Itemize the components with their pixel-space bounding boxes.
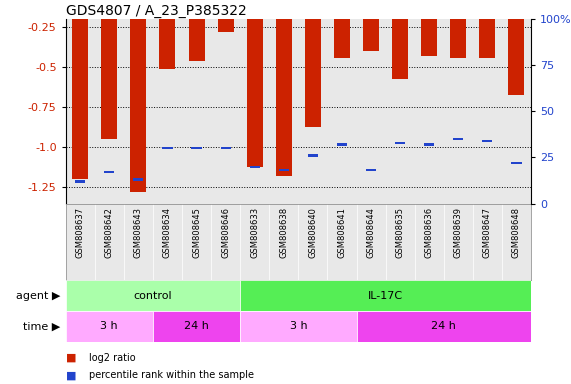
Text: agent ▶: agent ▶: [15, 291, 60, 301]
Bar: [250, 166, 260, 168]
Bar: [305, 0, 321, 127]
Text: GSM808647: GSM808647: [483, 207, 492, 258]
Bar: [421, 0, 437, 56]
Bar: [66, 311, 153, 342]
Bar: [188, 0, 204, 61]
Text: GSM808634: GSM808634: [163, 207, 172, 258]
Text: IL-17C: IL-17C: [368, 291, 403, 301]
Bar: [392, 0, 408, 78]
Bar: [247, 0, 263, 167]
Bar: [334, 0, 350, 58]
Bar: [395, 142, 405, 144]
Bar: [101, 0, 117, 139]
Text: log2 ratio: log2 ratio: [89, 353, 135, 363]
Bar: [220, 147, 231, 149]
Text: ■: ■: [66, 370, 76, 380]
Text: 3 h: 3 h: [100, 321, 118, 331]
Text: GSM808648: GSM808648: [512, 207, 521, 258]
Bar: [240, 280, 531, 311]
Text: GDS4807 / A_23_P385322: GDS4807 / A_23_P385322: [66, 4, 247, 18]
Bar: [308, 154, 318, 157]
Bar: [480, 0, 496, 58]
Bar: [276, 0, 292, 176]
Text: GSM808640: GSM808640: [308, 207, 317, 258]
Bar: [453, 138, 464, 140]
Bar: [104, 171, 114, 173]
Text: GSM808639: GSM808639: [454, 207, 463, 258]
Text: GSM808646: GSM808646: [221, 207, 230, 258]
Text: 24 h: 24 h: [184, 321, 209, 331]
Text: GSM808636: GSM808636: [425, 207, 434, 258]
Bar: [363, 0, 379, 51]
Text: 3 h: 3 h: [289, 321, 307, 331]
Bar: [337, 144, 347, 146]
Bar: [72, 0, 88, 179]
Bar: [424, 144, 435, 146]
Bar: [482, 140, 493, 142]
Text: GSM808635: GSM808635: [396, 207, 405, 258]
Bar: [153, 311, 240, 342]
Text: time ▶: time ▶: [23, 321, 60, 331]
Bar: [509, 0, 525, 94]
Text: GSM808644: GSM808644: [367, 207, 376, 258]
Text: GSM808638: GSM808638: [279, 207, 288, 258]
Text: control: control: [134, 291, 172, 301]
Text: 24 h: 24 h: [431, 321, 456, 331]
Text: GSM808642: GSM808642: [105, 207, 114, 258]
Bar: [451, 0, 467, 58]
Bar: [218, 0, 234, 32]
Text: GSM808643: GSM808643: [134, 207, 143, 258]
Text: GSM808645: GSM808645: [192, 207, 201, 258]
Bar: [512, 162, 521, 164]
Text: GSM808637: GSM808637: [76, 207, 85, 258]
Text: GSM808641: GSM808641: [337, 207, 347, 258]
Bar: [240, 311, 356, 342]
Bar: [162, 147, 172, 149]
Text: ■: ■: [66, 353, 76, 363]
Bar: [75, 180, 85, 182]
Bar: [191, 147, 202, 149]
Bar: [133, 179, 143, 180]
Bar: [66, 280, 240, 311]
Bar: [279, 169, 289, 171]
Text: GSM808633: GSM808633: [250, 207, 259, 258]
Bar: [356, 311, 531, 342]
Bar: [366, 169, 376, 171]
Bar: [130, 0, 146, 192]
Text: percentile rank within the sample: percentile rank within the sample: [89, 370, 254, 380]
Bar: [159, 0, 175, 69]
